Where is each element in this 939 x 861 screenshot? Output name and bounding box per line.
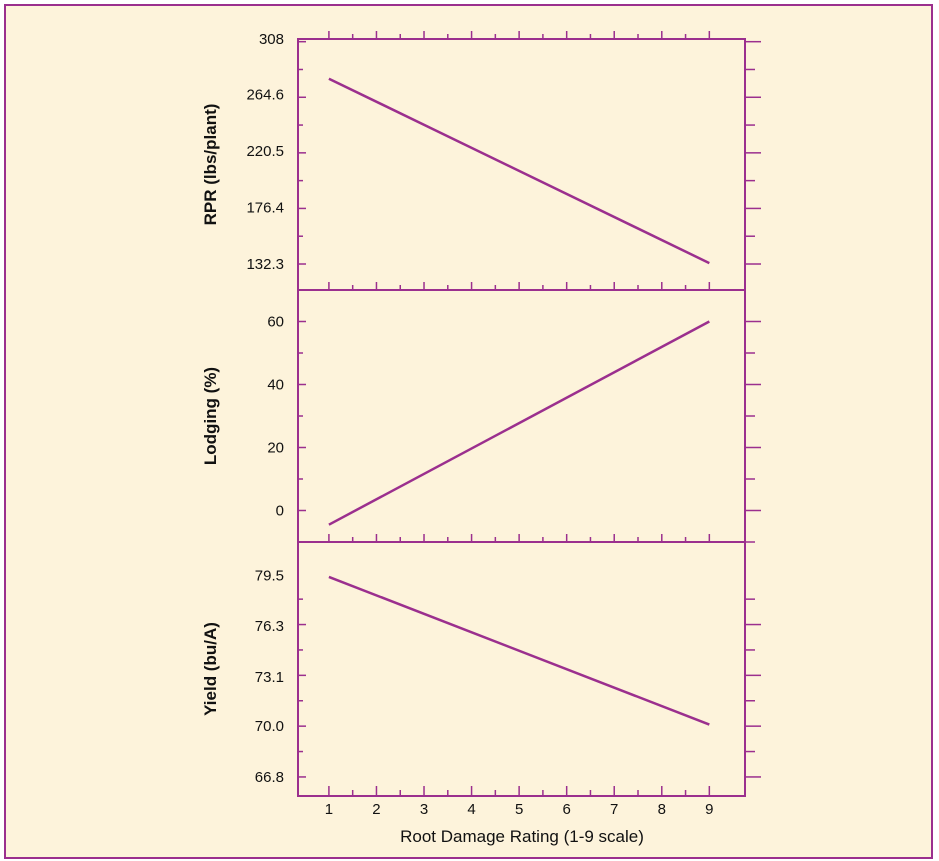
x-tick-label-5: 6 [563, 801, 571, 818]
y-tick-label-0-2: 220.5 [246, 143, 284, 160]
panel-frame-2 [298, 542, 745, 796]
chart-texts: Root Damage Rating (1-9 scale) 308264.62… [201, 31, 714, 846]
x-tick-label-6: 7 [610, 801, 618, 818]
x-tick-label-2: 3 [420, 801, 428, 818]
x-axis-title: Root Damage Rating (1-9 scale) [400, 827, 644, 846]
panel-frame-0 [298, 39, 745, 290]
y-tick-label-2-0: 79.5 [255, 567, 284, 584]
y-axis-title-2: Yield (bu/A) [201, 622, 220, 716]
series-line-1 [329, 322, 709, 525]
y-tick-label-1-2: 20 [267, 440, 284, 457]
y-axis-title-1: Lodging (%) [201, 367, 220, 465]
x-tick-label-8: 9 [705, 801, 713, 818]
x-tick-label-7: 8 [658, 801, 666, 818]
y-tick-label-1-0: 60 [267, 314, 284, 331]
y-tick-label-2-4: 66.8 [255, 769, 284, 786]
x-tick-label-0: 1 [325, 801, 333, 818]
y-tick-label-0-3: 176.4 [246, 200, 284, 217]
y-tick-label-1-3: 0 [276, 503, 284, 520]
y-axis-title-0: RPR (lbs/plant) [201, 104, 220, 226]
x-tick-label-4: 5 [515, 801, 523, 818]
x-tick-label-3: 4 [467, 801, 475, 818]
series-line-0 [329, 79, 709, 263]
y-tick-label-2-1: 76.3 [255, 618, 284, 635]
series-line-2 [329, 577, 709, 725]
y-tick-label-0-1: 264.6 [246, 87, 284, 104]
y-tick-label-2-2: 73.1 [255, 669, 284, 686]
y-tick-label-1-1: 40 [267, 377, 284, 394]
x-tick-label-1: 2 [372, 801, 380, 818]
y-tick-label-0-0: 308 [259, 31, 284, 48]
y-tick-label-0-4: 132.3 [246, 256, 284, 273]
y-tick-label-2-3: 70.0 [255, 718, 284, 735]
chart-marks [298, 31, 761, 796]
